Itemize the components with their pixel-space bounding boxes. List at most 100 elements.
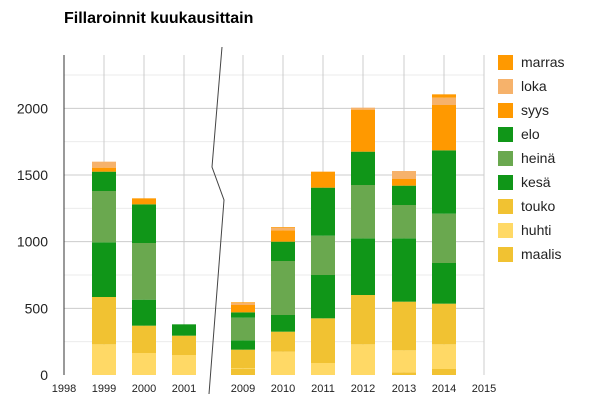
bar-segment [92,242,116,297]
bar-segment [92,344,116,375]
bar-segment [132,299,156,326]
bar-segment [392,301,416,351]
bar-segment [392,350,416,373]
bar-segment [271,227,295,228]
legend-swatch [498,247,513,262]
y-tick-label: 0 [40,367,48,383]
legend-label: marras [521,54,565,70]
bar-segment [432,213,456,263]
legend-swatch [498,103,513,118]
bar-segment [311,187,335,236]
legend-label: touko [521,198,556,214]
bar-segment [132,198,156,205]
chart-title: Fillaroinnit kuukausittain [64,10,254,27]
bar-segment [231,305,255,313]
bar-segment [132,204,156,243]
legend-label: maalis [521,246,562,262]
y-tick-label: 1500 [17,167,48,183]
legend-swatch [498,79,513,94]
bar-segment [92,161,116,168]
legend-swatch [498,151,513,166]
bar-segment [92,191,116,243]
bar-segment [432,94,456,98]
bar-segment [172,324,196,336]
bar-segment [351,295,375,345]
bar-segment [432,150,456,214]
bar-segment [432,344,456,369]
bar-segment [231,303,255,305]
legend-label: heinä [521,150,556,166]
bar-segment [172,335,196,355]
x-tick-label: 2013 [392,383,416,395]
bar-segment [271,331,295,352]
x-tick-label: 2000 [132,383,156,395]
legend-label: elo [521,126,540,142]
bar-segment [271,227,295,231]
legend-swatch [498,175,513,190]
bar-segment [271,351,295,375]
bar-segment [432,263,456,304]
bar-segment [92,171,116,191]
bar-segment [432,303,456,345]
legend-label: loka [521,78,547,94]
bar-segment [392,205,416,239]
bar-segment [311,275,335,319]
x-tick-label: 2010 [271,383,295,395]
x-tick-label: 1998 [52,383,76,395]
bar-segment [351,109,375,152]
x-tick-label: 1999 [92,383,116,395]
bar-segment [392,372,416,375]
bar-segment [231,312,255,318]
y-tick-label: 500 [25,300,49,316]
bar-segment [432,105,456,151]
legend-swatch [498,55,513,70]
bar-segment [351,238,375,295]
x-tick-label: 2009 [231,383,255,395]
legend-swatch [498,199,513,214]
bar-segment [231,317,255,341]
legend-label: syys [521,102,549,118]
bar-segment [231,369,255,375]
bar-segment [172,355,196,375]
bar-segment [132,243,156,300]
legend-swatch [498,223,513,238]
bar-segment [432,97,456,105]
bar-segment [351,344,375,375]
bar-segment [231,349,255,369]
bar-segment [392,238,416,302]
x-tick-label: 2001 [172,383,196,395]
x-tick-label: 2011 [311,383,335,395]
bar-segment [231,302,255,303]
bar-segment [311,363,335,375]
bar-segment [392,185,416,205]
bar-segment [231,368,255,369]
bar-segment [92,297,116,345]
bar-segment [392,171,416,179]
bar-segment [231,340,255,350]
x-tick-label: 2012 [351,383,375,395]
bar-segment [271,261,295,315]
bar-segment [271,241,295,261]
bar-segment [432,369,456,375]
x-tick-label: 2015 [472,383,496,395]
bar-segment [271,315,295,332]
bar-segment [392,179,416,186]
bar-segment [351,107,375,110]
y-tick-label: 2000 [17,100,48,116]
legend-label: kesä [521,174,551,190]
bar-segment [311,235,335,275]
bar-segment [132,353,156,375]
bar-segment [132,325,156,353]
bar-segment [351,151,375,185]
y-tick-label: 1000 [17,234,48,250]
legend-label: huhti [521,222,552,238]
bar-segment [311,171,335,188]
bar-segment [311,318,335,363]
bar-segment [351,185,375,239]
axis-break-line [208,46,225,395]
bar-segment [92,167,116,172]
legend-swatch [498,127,513,142]
bar-segment [271,230,295,242]
